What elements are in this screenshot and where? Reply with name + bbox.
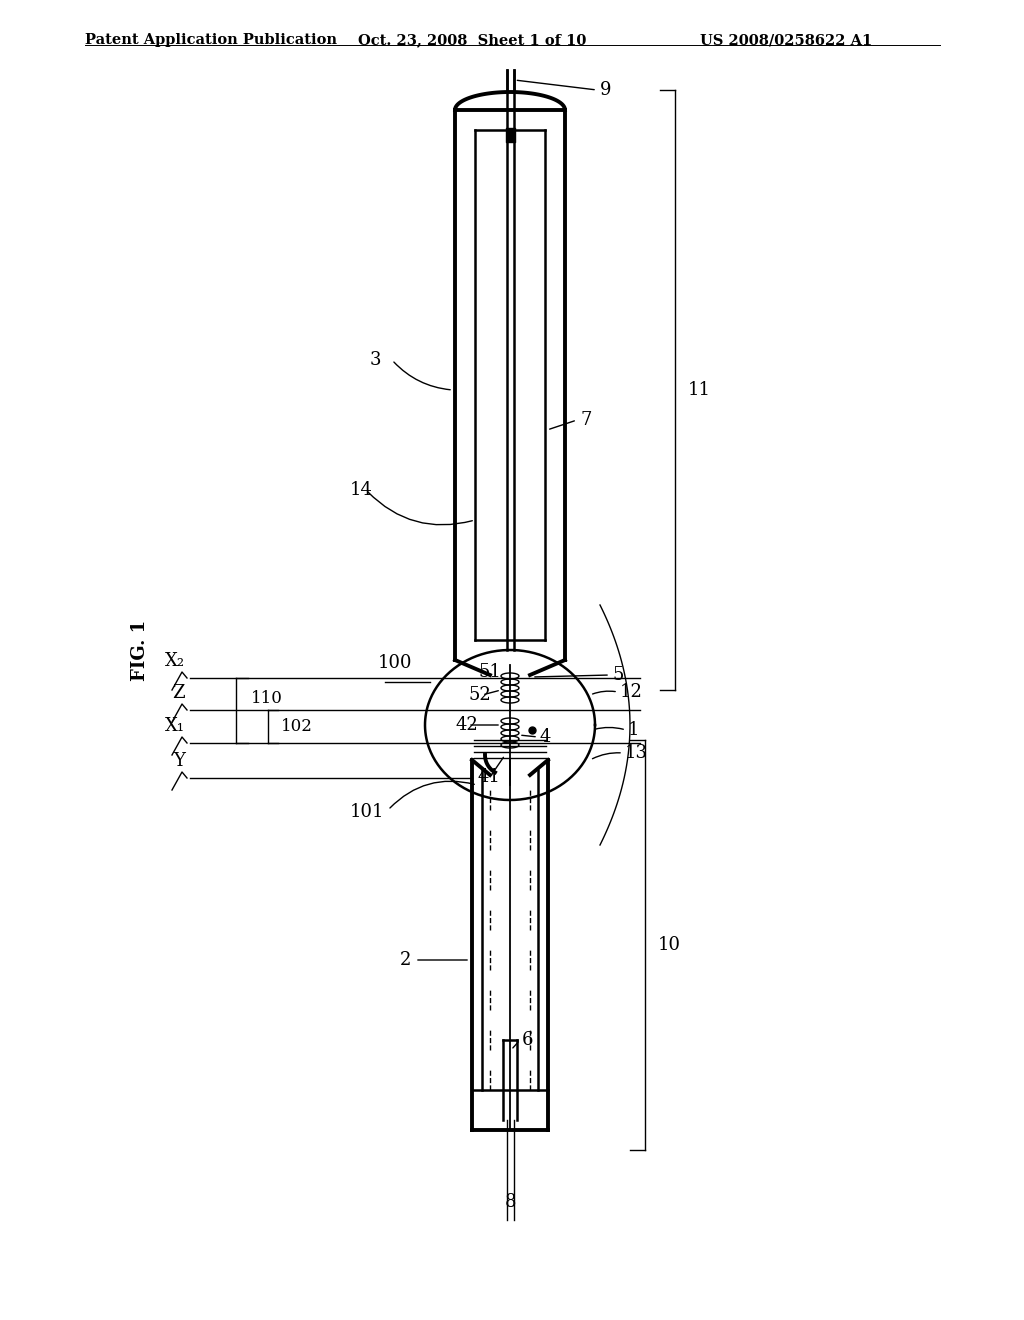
Text: 6: 6 — [522, 1031, 534, 1049]
Text: 102: 102 — [281, 718, 313, 735]
Text: 11: 11 — [688, 381, 711, 399]
Text: 100: 100 — [378, 653, 413, 672]
Text: 9: 9 — [600, 81, 611, 99]
Text: 52: 52 — [468, 686, 490, 704]
Text: 41: 41 — [478, 768, 501, 785]
Text: 13: 13 — [625, 744, 648, 762]
Text: Patent Application Publication: Patent Application Publication — [85, 33, 337, 48]
Text: 5: 5 — [612, 667, 624, 684]
Text: 12: 12 — [620, 682, 643, 701]
Text: 8: 8 — [505, 1193, 516, 1210]
Text: 1: 1 — [628, 721, 640, 739]
Text: FIG. 1: FIG. 1 — [131, 619, 150, 681]
Text: Z: Z — [172, 684, 185, 702]
Text: Oct. 23, 2008  Sheet 1 of 10: Oct. 23, 2008 Sheet 1 of 10 — [358, 33, 587, 48]
Text: 101: 101 — [350, 803, 384, 821]
Text: X₁: X₁ — [165, 717, 185, 735]
Text: 42: 42 — [455, 715, 478, 734]
Text: 14: 14 — [350, 480, 373, 499]
Text: 110: 110 — [251, 690, 283, 708]
Text: 4: 4 — [540, 729, 551, 746]
Text: 51: 51 — [478, 663, 501, 681]
Text: 3: 3 — [370, 351, 382, 370]
Text: US 2008/0258622 A1: US 2008/0258622 A1 — [700, 33, 872, 48]
Text: Y: Y — [173, 752, 185, 770]
Text: 7: 7 — [580, 411, 592, 429]
Text: 2: 2 — [400, 950, 412, 969]
Text: X₂: X₂ — [165, 652, 185, 671]
Text: 10: 10 — [658, 936, 681, 954]
